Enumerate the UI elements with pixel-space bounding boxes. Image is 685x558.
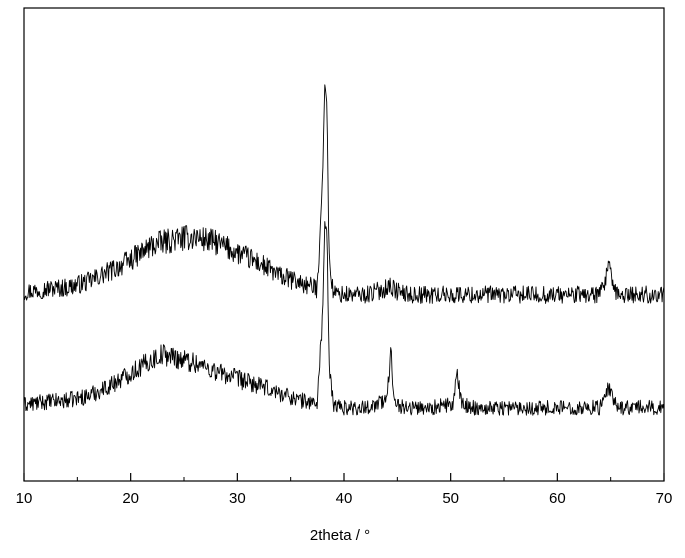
series-line <box>23 221 665 416</box>
x-tick-label: 60 <box>549 490 566 507</box>
x-axis-title: 2theta / ° <box>310 527 370 544</box>
series-line <box>23 84 665 304</box>
x-tick-label: 70 <box>656 490 673 507</box>
x-axis-ticks <box>23 473 665 481</box>
x-tick-label: 20 <box>122 490 139 507</box>
x-tick-label: 10 <box>16 490 33 507</box>
x-axis-tick-labels: 10 20 30 40 50 60 70 <box>16 490 673 507</box>
x-tick-label: 30 <box>229 490 246 507</box>
x-tick-label: 40 <box>336 490 353 507</box>
series-layer <box>23 84 665 416</box>
x-tick-label: 50 <box>442 490 459 507</box>
